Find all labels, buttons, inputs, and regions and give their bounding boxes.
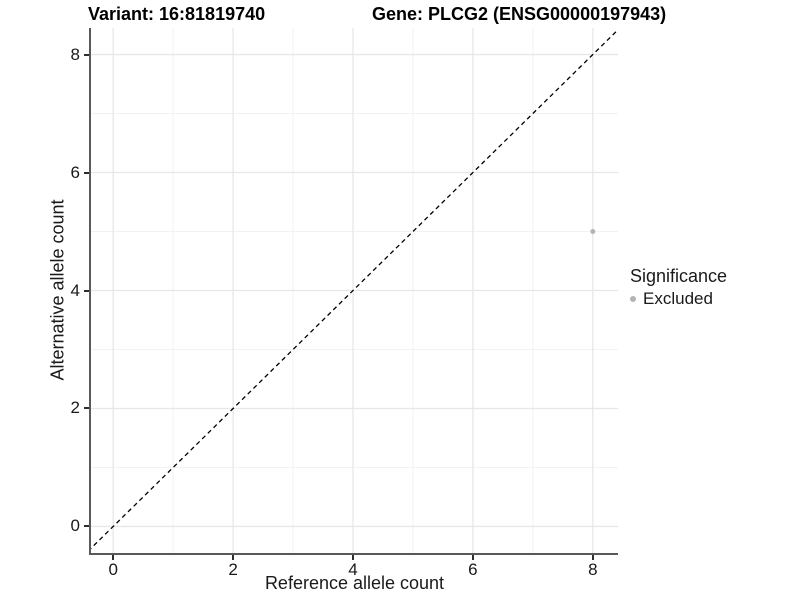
y-tick-label: 0 xyxy=(70,516,80,536)
x-tick-mark xyxy=(471,555,474,560)
y-tick-label: 6 xyxy=(70,162,80,182)
x-tick-label: 8 xyxy=(588,560,598,579)
x-tick-mark xyxy=(591,555,594,560)
plot-title-variant: Variant: 16:81819740 xyxy=(88,4,266,24)
legend-item-excluded: Excluded xyxy=(630,288,727,310)
y-tick-mark xyxy=(84,525,89,528)
x-tick-mark xyxy=(232,555,235,560)
identity-line xyxy=(91,28,618,550)
legend-point-swatch xyxy=(630,296,636,302)
x-axis-title: Reference allele count xyxy=(264,573,445,593)
x-tick-mark xyxy=(112,555,115,560)
y-tick-mark xyxy=(84,53,89,56)
chart-canvas xyxy=(91,28,618,553)
y-tick-mark xyxy=(84,171,89,174)
y-axis-title: Alternative allele count xyxy=(47,199,68,381)
x-tick-label: 0 xyxy=(108,560,118,579)
x-tick-label: 2 xyxy=(228,560,238,579)
x-tick-label: 4 xyxy=(348,560,358,579)
data-point xyxy=(590,229,596,235)
y-tick-label: 2 xyxy=(70,398,80,418)
plot-panel xyxy=(91,28,618,553)
legend-item-label: Excluded xyxy=(643,289,713,308)
y-tick-label: 4 xyxy=(70,280,80,300)
x-tick-mark xyxy=(352,555,354,560)
y-axis-line xyxy=(89,28,91,555)
x-axis-line xyxy=(89,553,618,555)
y-tick-mark xyxy=(84,289,89,292)
x-tick-label: 6 xyxy=(468,560,478,579)
legend: Significance Excluded xyxy=(630,264,727,310)
y-tick-mark xyxy=(84,407,89,410)
plot-title-gene: Gene: PLCG2 (ENSG00000197943) xyxy=(372,4,667,24)
legend-title: Significance xyxy=(630,266,728,286)
y-tick-label: 8 xyxy=(70,44,80,64)
